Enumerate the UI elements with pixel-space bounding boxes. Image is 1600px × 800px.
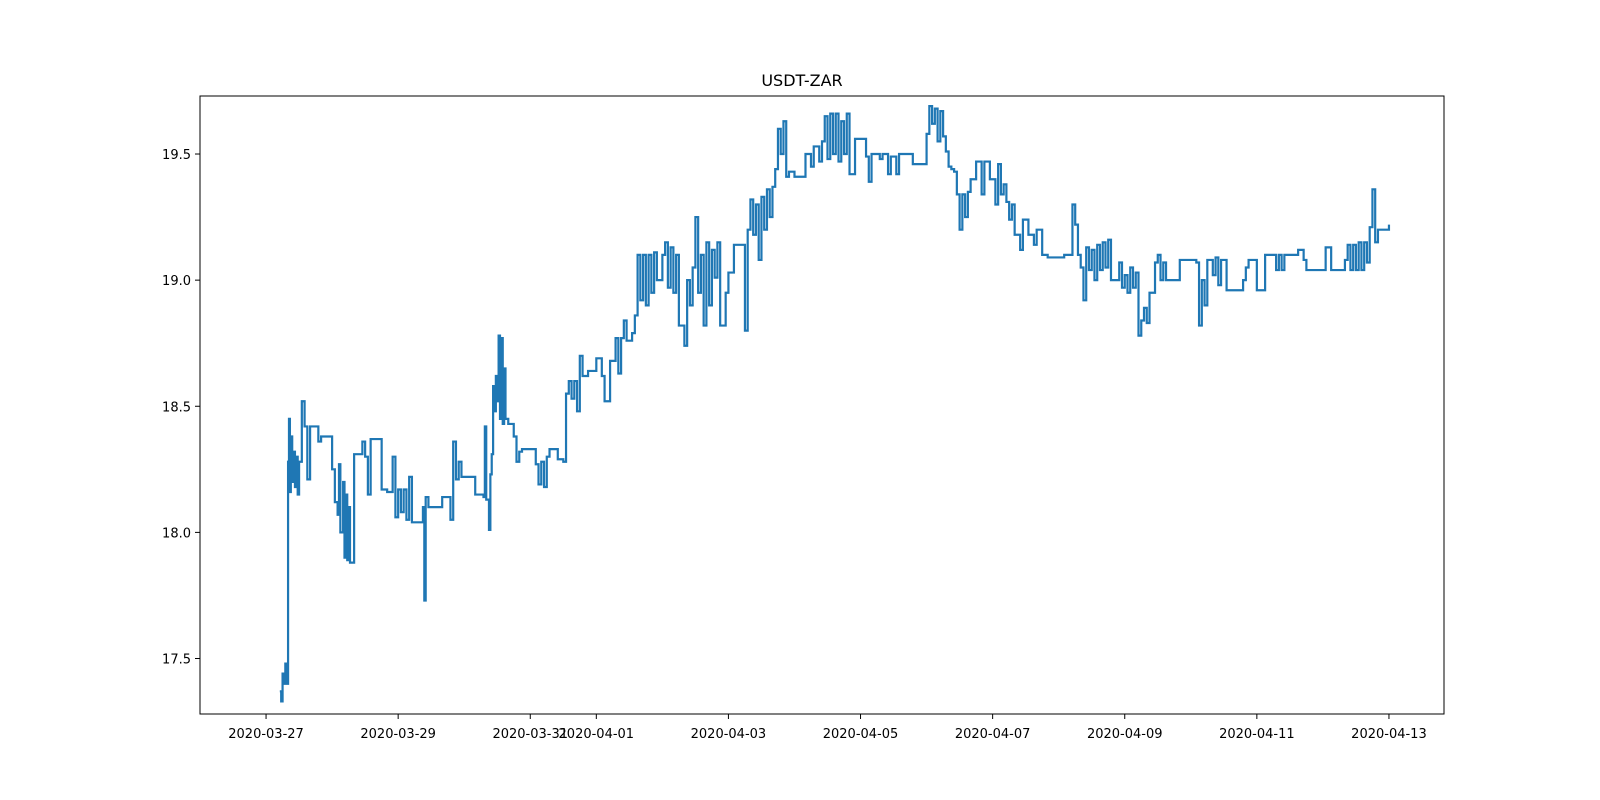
x-axis: 2020-03-27 2020-03-29 2020-03-312020-04-01…: [228, 714, 1427, 742]
y-tick-label: 19.5: [162, 148, 191, 163]
y-tick-label: 18.0: [162, 526, 191, 541]
x-tick-label: 2020-03-31: [492, 727, 568, 742]
x-tick-label: 2020-04-13: [1351, 727, 1427, 742]
x-tick-label: 2020-04-03: [691, 727, 767, 742]
x-tick-label: 2020-04-11: [1219, 727, 1295, 742]
y-tick-label: 19.0: [162, 274, 191, 289]
y-axis: 17.5 18.0 18.5 19.0 19.5: [162, 148, 200, 668]
y-tick-label: 18.5: [162, 400, 191, 415]
y-tick-label: 17.5: [162, 653, 191, 668]
series-layer: [279, 104, 1391, 703]
chart-title: USDT-ZAR: [761, 71, 842, 90]
series-line-0: [279, 104, 1391, 703]
x-tick-label: 2020-04-05: [823, 727, 899, 742]
axes-frame: [199, 95, 1445, 715]
x-tick-label: 2020-03-27: [228, 727, 304, 742]
plot-area: [199, 95, 1445, 715]
x-tick-label: 2020-04-09: [1087, 727, 1163, 742]
x-tick-label: 2020-03-29: [360, 727, 436, 742]
x-tick-label: 2020-04-01: [559, 727, 635, 742]
x-tick-label: 2020-04-07: [955, 727, 1031, 742]
